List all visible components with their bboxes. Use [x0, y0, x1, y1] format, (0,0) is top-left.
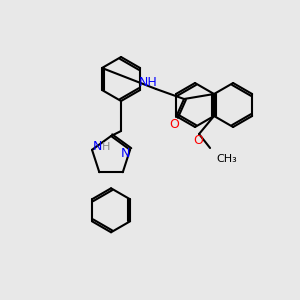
Text: O: O	[169, 118, 179, 130]
Text: CH₃: CH₃	[216, 154, 237, 164]
Text: O: O	[193, 134, 203, 148]
Text: NH: NH	[139, 76, 158, 89]
Text: N: N	[92, 140, 102, 153]
Text: H: H	[102, 142, 110, 152]
Text: N: N	[120, 147, 130, 160]
